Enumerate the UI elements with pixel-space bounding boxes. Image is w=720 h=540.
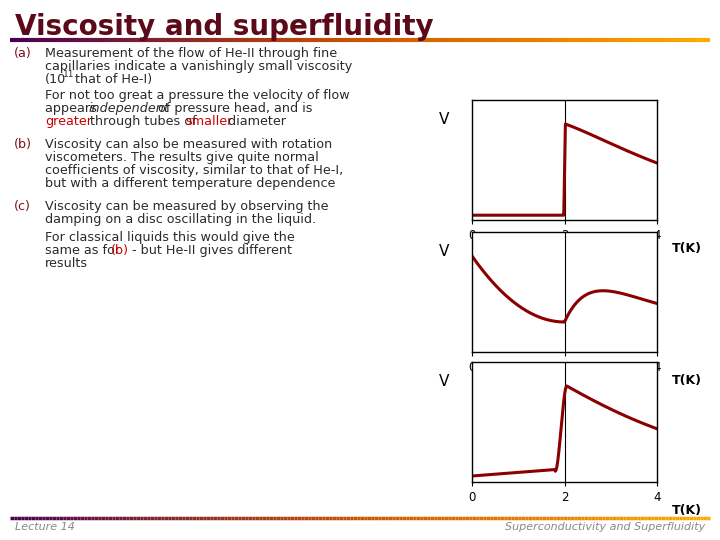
Text: 11: 11 [63, 70, 74, 79]
Text: Viscosity can be measured by observing the: Viscosity can be measured by observing t… [45, 200, 328, 213]
Text: diameter: diameter [224, 115, 286, 128]
Text: V: V [438, 112, 449, 127]
Text: capillaries indicate a vanishingly small viscosity: capillaries indicate a vanishingly small… [45, 60, 352, 73]
Text: Measurement of the flow of He-II through fine: Measurement of the flow of He-II through… [45, 47, 337, 60]
Text: that of He-I): that of He-I) [71, 73, 152, 86]
Text: V: V [438, 244, 449, 259]
Text: results: results [45, 257, 88, 270]
Text: Lecture 14: Lecture 14 [15, 522, 75, 532]
Text: viscometers. The results give quite normal: viscometers. The results give quite norm… [45, 151, 319, 164]
Text: (a): (a) [14, 47, 32, 60]
Text: through tubes of: through tubes of [86, 115, 201, 128]
Text: but with a different temperature dependence: but with a different temperature depende… [45, 177, 336, 190]
Text: T(K): T(K) [672, 241, 702, 254]
Text: T(K): T(K) [672, 374, 702, 387]
Text: V: V [438, 374, 449, 389]
Text: of pressure head, and is: of pressure head, and is [154, 102, 312, 115]
Text: Superconductivity and Superfluidity: Superconductivity and Superfluidity [505, 522, 705, 532]
Text: independent: independent [89, 102, 170, 115]
Text: same as for: same as for [45, 244, 124, 257]
Text: T(K): T(K) [672, 504, 702, 517]
Text: (b): (b) [14, 138, 32, 151]
Text: greater: greater [45, 115, 92, 128]
Text: appears: appears [45, 102, 101, 115]
Text: - but He-II gives different: - but He-II gives different [128, 244, 292, 257]
Text: For classical liquids this would give the: For classical liquids this would give th… [45, 231, 294, 244]
Text: smaller: smaller [185, 115, 233, 128]
Text: (10: (10 [45, 73, 66, 86]
Text: (b): (b) [111, 244, 129, 257]
Text: damping on a disc oscillating in the liquid.: damping on a disc oscillating in the liq… [45, 213, 316, 226]
Text: (c): (c) [14, 200, 31, 213]
Text: coefficients of viscosity, similar to that of He-I,: coefficients of viscosity, similar to th… [45, 164, 343, 177]
Text: For not too great a pressure the velocity of flow: For not too great a pressure the velocit… [45, 89, 350, 102]
Text: Viscosity can also be measured with rotation: Viscosity can also be measured with rota… [45, 138, 332, 151]
Text: Viscosity and superfluidity: Viscosity and superfluidity [15, 13, 433, 41]
